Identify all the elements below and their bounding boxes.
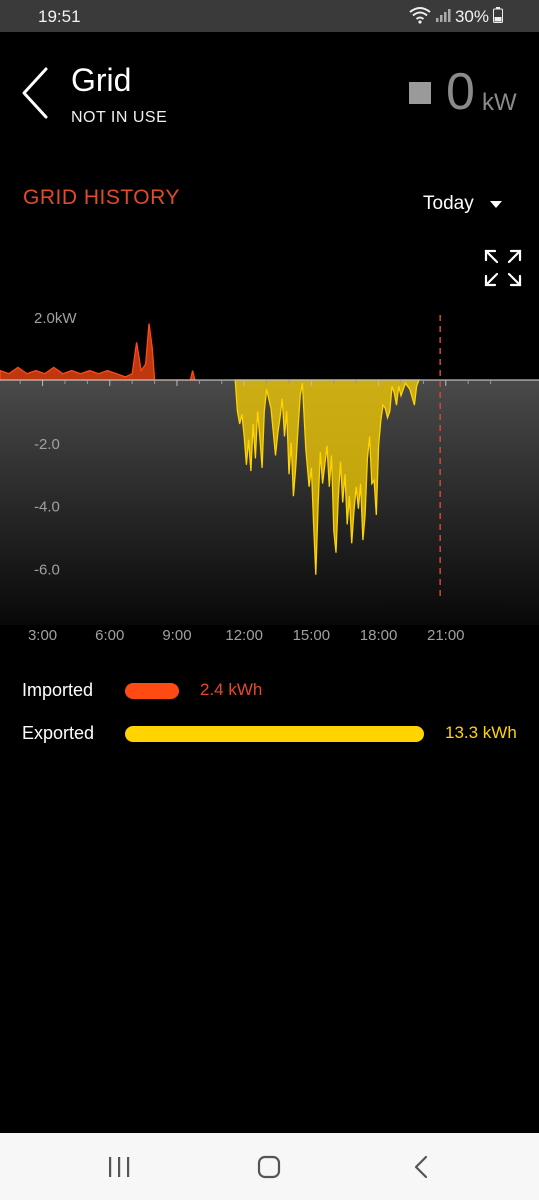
- series-exported-area: [234, 379, 420, 575]
- exported-value: 13.3 kWh: [445, 723, 517, 742]
- exported-bar: [125, 726, 424, 742]
- back-button[interactable]: [16, 66, 56, 120]
- imported-value: 2.4 kWh: [200, 680, 263, 699]
- recent-apps-button[interactable]: [89, 1133, 149, 1200]
- stop-icon: [409, 82, 431, 104]
- series-imported-area: [0, 323, 196, 381]
- y-tick-label: -6.0: [34, 561, 60, 578]
- system-back-button[interactable]: [391, 1133, 451, 1200]
- y-tick-label: -2.0: [34, 436, 60, 453]
- legend-exported: Exported 13.3 kWh: [0, 719, 539, 749]
- signal-icon: [435, 7, 451, 28]
- status-icons: 30%: [409, 6, 503, 29]
- x-tick-label: 18:00: [360, 627, 398, 644]
- page-title: Grid: [71, 62, 132, 98]
- x-tick-label: 15:00: [293, 627, 331, 644]
- status-subtitle: NOT IN USE: [71, 109, 168, 126]
- y-tick-label: 2.0kW: [34, 310, 77, 327]
- back-chevron-icon: [414, 1155, 428, 1178]
- x-tick-label: 21:00: [427, 627, 465, 644]
- recent-apps-icon: [109, 1156, 130, 1177]
- legend-imported: Imported 2.4 kWh: [0, 676, 539, 706]
- section-title: GRID HISTORY: [23, 186, 180, 209]
- wifi-icon: [409, 6, 431, 29]
- negative-region-background: [0, 380, 539, 625]
- caret-down-icon: [489, 200, 502, 208]
- legend-imported-label: Imported: [22, 680, 94, 700]
- expand-button[interactable]: [484, 249, 522, 287]
- x-tick-label: 9:00: [162, 627, 191, 644]
- power-unit: kW: [482, 89, 517, 116]
- x-tick-label: 6:00: [95, 627, 124, 644]
- home-icon: [257, 1155, 281, 1178]
- power-value: 0: [446, 63, 475, 121]
- home-button[interactable]: [239, 1133, 299, 1200]
- grid-history-chart: 3:00 6:00 9:00 12:00 15:00 18:00 21:00 2.0kW -2.…: [0, 310, 539, 644]
- y-tick-label: -4.0: [34, 499, 60, 516]
- range-label: Today: [423, 193, 474, 214]
- battery-percent: 30%: [454, 7, 489, 26]
- status-bar: 19:51 30%: [0, 0, 539, 32]
- x-tick-label: 3:00: [28, 627, 57, 644]
- legend-exported-label: Exported: [22, 723, 95, 743]
- x-tick-label: 12:00: [225, 627, 263, 644]
- chevron-left-icon: [22, 67, 48, 119]
- imported-bar: [125, 683, 179, 699]
- expand-icon: [484, 249, 522, 287]
- status-time: 19:51: [38, 7, 81, 26]
- range-dropdown[interactable]: Today: [423, 193, 502, 215]
- battery-icon: [493, 6, 503, 28]
- system-nav-bar: [0, 1133, 539, 1200]
